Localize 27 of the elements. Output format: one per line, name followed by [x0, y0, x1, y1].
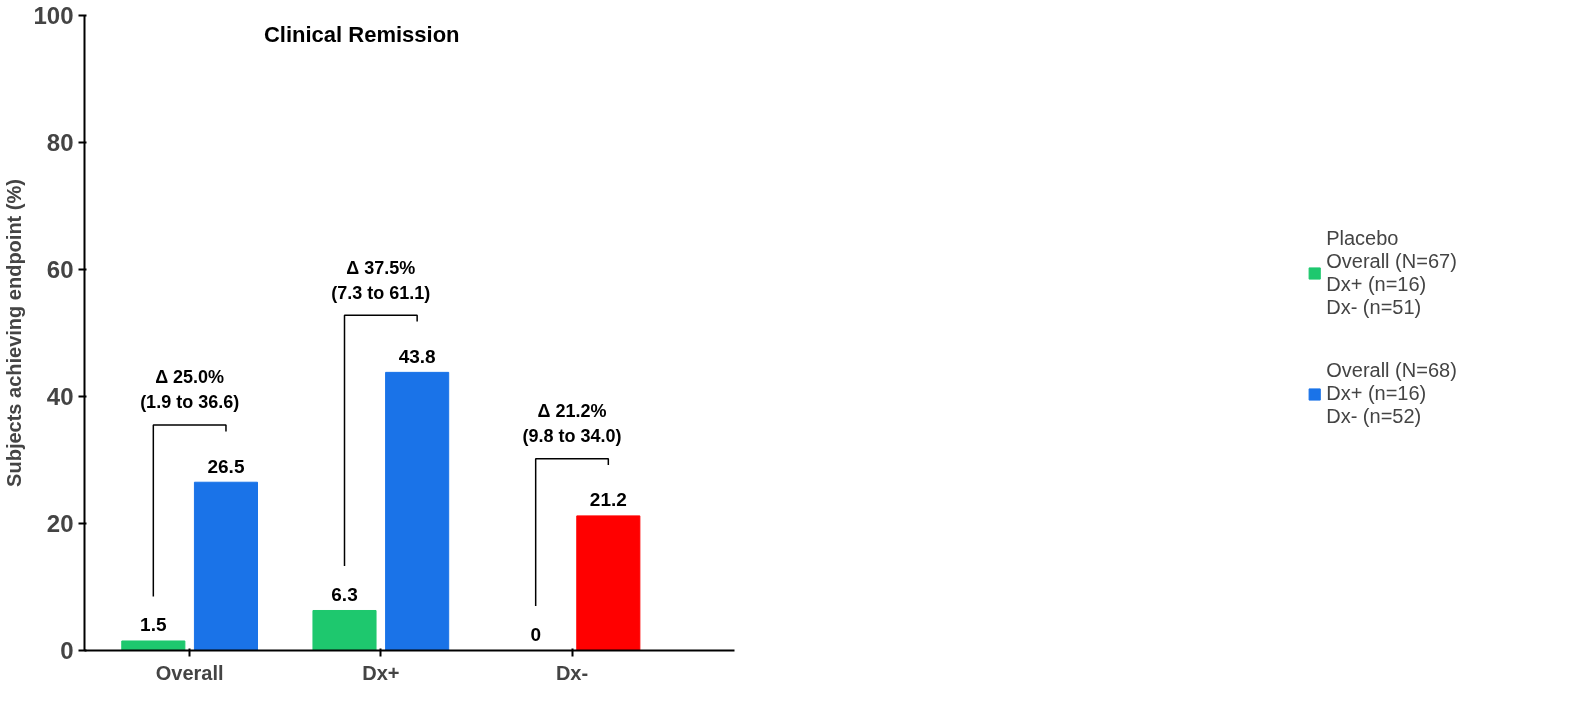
data-label: 21.2: [589, 489, 627, 511]
legend-label: Overall (N=68) Dx+ (n=16) Dx- (n=52): [1326, 358, 1457, 429]
y-tick-label: 100: [33, 2, 74, 29]
data-label: 0: [530, 623, 541, 645]
y-axis-title: Subjects achieving endpoint (%): [3, 179, 26, 487]
x-tick-label: Dx+: [362, 661, 400, 684]
chart-title: Clinical Remission: [263, 21, 460, 47]
data-label: 26.5: [207, 455, 245, 477]
y-tick-label: 60: [46, 256, 74, 283]
x-tick-label: Overall: [155, 661, 224, 684]
bar: [193, 481, 259, 651]
y-tick-label: 0: [60, 637, 74, 664]
data-label: 6.3: [331, 583, 358, 605]
y-tick-label: 80: [46, 129, 74, 156]
bar: [312, 609, 377, 651]
bar: [385, 371, 450, 651]
bar: [576, 515, 641, 651]
data-label: 43.8: [398, 345, 436, 367]
annotation: Δ 21.2% (9.8 to 34.0): [522, 401, 622, 447]
y-tick-label: 40: [46, 383, 74, 410]
bar: [121, 640, 186, 651]
annotation: Δ 25.0% (1.9 to 36.6): [140, 367, 240, 413]
x-tick-label: Dx-: [555, 661, 589, 684]
data-label: 1.5: [140, 614, 167, 636]
annotation: Δ 37.5% (7.3 to 61.1): [331, 257, 431, 303]
y-tick-label: 20: [46, 510, 74, 537]
legend-label: Placebo Overall (N=67) Dx+ (n=16) Dx- (n=51): [1326, 226, 1457, 319]
